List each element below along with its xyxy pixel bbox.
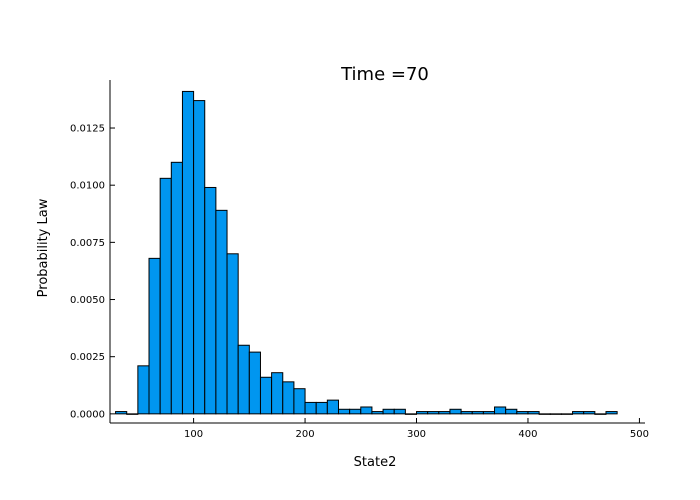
histogram-bar <box>304 401 317 415</box>
histogram-bar <box>360 406 373 415</box>
histogram-bar <box>115 411 128 415</box>
y-tick-label: 0.0125 <box>70 124 105 135</box>
histogram-bar <box>382 408 395 415</box>
y-tick-label: 0.0050 <box>70 295 105 306</box>
histogram-bar <box>460 411 473 415</box>
histogram-bar <box>170 161 183 415</box>
histogram-bar <box>516 411 529 415</box>
histogram-bar <box>271 372 284 415</box>
histogram-bar <box>204 186 217 415</box>
histogram-bar <box>594 413 607 415</box>
histogram-bar <box>293 388 306 415</box>
histogram-bar <box>259 376 273 415</box>
histogram-bar <box>505 408 518 415</box>
chart-title: Time =70 <box>340 64 429 85</box>
x-axis-label: State2 <box>354 455 397 470</box>
histogram-bar <box>337 408 351 415</box>
y-ticks: 0.0000 0.0025 0.0050 0.0075 0.0100 0.0125 <box>70 124 115 420</box>
histogram-bar <box>181 90 195 415</box>
y-tick-label: 0.0000 <box>70 409 105 420</box>
histogram-bar <box>349 408 362 415</box>
histogram-bar <box>560 413 574 415</box>
histogram-bar <box>449 408 462 415</box>
histogram-bar <box>248 351 261 415</box>
y-tick-label: 0.0075 <box>70 238 105 249</box>
histogram-bar <box>282 381 295 415</box>
histogram-bar <box>371 411 384 415</box>
histogram-bar <box>326 399 339 415</box>
histogram-bar <box>549 413 562 415</box>
histogram-bar <box>605 411 618 415</box>
histogram-bar <box>226 253 239 415</box>
histogram-bar <box>237 344 250 415</box>
histogram-bar <box>583 411 596 415</box>
histogram-bar <box>393 408 406 415</box>
histogram-bar <box>137 365 150 415</box>
y-tick-label: 0.0100 <box>70 181 105 192</box>
histogram-bar <box>482 411 496 415</box>
y-tick-label: 0.0025 <box>70 352 105 363</box>
histogram-bar <box>404 413 418 415</box>
histogram-bar <box>471 411 484 415</box>
x-tick-label: 400 <box>518 429 537 440</box>
histogram-bar <box>126 413 139 415</box>
histogram-bar <box>438 411 451 415</box>
x-tick-label: 500 <box>630 429 649 440</box>
x-ticks: 100 200 300 400 500 <box>184 418 649 440</box>
histogram-bar <box>527 411 540 415</box>
histogram-bar <box>427 411 440 415</box>
histogram-bar <box>572 411 585 415</box>
x-tick-label: 200 <box>296 429 315 440</box>
histogram-bar <box>193 100 206 415</box>
histogram-bar <box>538 413 551 415</box>
y-axis-label: Probability Law <box>36 198 51 297</box>
x-tick-label: 100 <box>184 429 203 440</box>
histogram-bar <box>494 406 507 415</box>
histogram-bars <box>115 90 618 415</box>
x-tick-label: 300 <box>407 429 426 440</box>
histogram-bar <box>315 401 328 415</box>
histogram-bar <box>215 209 228 415</box>
histogram-bar <box>416 411 429 415</box>
histogram-bar <box>148 257 161 415</box>
histogram-bar <box>159 177 172 415</box>
